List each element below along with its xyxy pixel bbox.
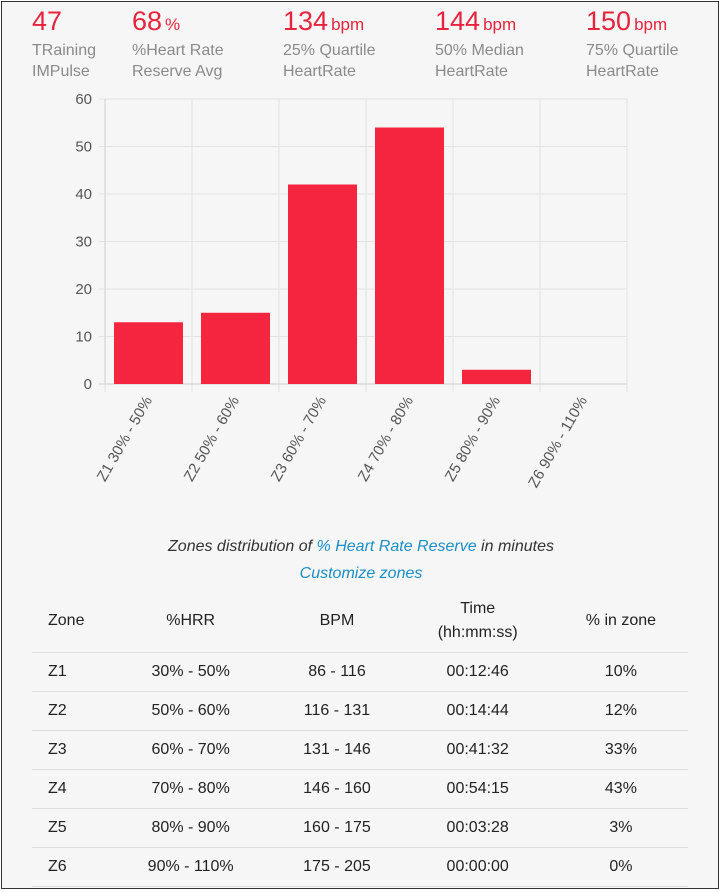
table-row: Z3 60% - 70% 131 - 146 00:41:32 33%: [32, 730, 688, 770]
stat-label: 50% Median: [435, 42, 524, 59]
cell-pct: 10%: [553, 652, 688, 692]
y-tick-label: 20: [75, 281, 92, 298]
cell-pct: 43%: [553, 769, 688, 809]
y-tick-label: 30: [75, 234, 92, 251]
stat-value: 134: [283, 6, 329, 36]
stat-value: 68: [132, 6, 163, 36]
bar: [114, 322, 183, 384]
table-row: Z2 50% - 60% 116 - 131 00:14:44 12%: [32, 691, 688, 731]
header-time-unit: (hh:mm:ss): [437, 624, 518, 641]
cell-time: 00:14:44: [401, 691, 554, 731]
stat-label: IMPulse: [32, 63, 90, 80]
cell-bpm: 86 - 116: [272, 652, 402, 692]
cell-hrr: 50% - 60%: [109, 691, 273, 731]
stat-unit: bpm: [331, 15, 365, 34]
caption-prefix: Zones distribution of: [168, 538, 317, 555]
cell-pct: 3%: [553, 808, 688, 848]
caption-suffix: in minutes: [476, 538, 554, 555]
bar: [288, 184, 357, 384]
y-tick-label: 40: [75, 186, 92, 203]
zones-table: Zone %HRR BPM Time (hh:mm:ss) % in zone Z…: [32, 590, 688, 887]
cell-zone: Z1: [32, 652, 109, 692]
cell-hrr: 80% - 90%: [109, 808, 273, 848]
table-row: Z4 70% - 80% 146 - 160 00:54:15 43%: [32, 769, 688, 809]
cell-time: 00:03:28: [401, 808, 554, 848]
cell-zone: Z2: [32, 691, 109, 731]
cell-bpm: 116 - 131: [272, 691, 402, 731]
y-tick-label: 10: [75, 329, 92, 346]
cell-bpm: 175 - 205: [272, 847, 402, 887]
cell-bpm: 131 - 146: [272, 730, 402, 770]
cell-hrr: 70% - 80%: [109, 769, 273, 809]
stat-label: 75% Quartile: [586, 42, 679, 59]
stat-label: %Heart Rate: [132, 42, 224, 59]
header-zone: Zone: [32, 590, 109, 653]
stat-label: Reserve Avg: [132, 63, 223, 80]
stat-hrr-avg: 68% %Heart Rate Reserve Avg: [132, 6, 224, 82]
stat-unit: bpm: [483, 15, 517, 34]
header-pct: % in zone: [553, 590, 688, 653]
cell-hrr: 30% - 50%: [109, 652, 273, 692]
cell-time: 00:41:32: [401, 730, 554, 770]
cell-pct: 33%: [553, 730, 688, 770]
cell-pct: 12%: [553, 691, 688, 731]
x-tick-label: Z5 80% - 90%: [442, 394, 504, 485]
cell-time: 00:54:15: [401, 769, 554, 809]
bar: [375, 127, 444, 384]
cell-hrr: 90% - 110%: [109, 847, 273, 887]
stat-unit: %: [165, 15, 181, 34]
y-tick-label: 0: [84, 376, 92, 393]
stat-label: TRaining: [32, 42, 97, 59]
cell-zone: Z3: [32, 730, 109, 770]
cell-zone: Z4: [32, 769, 109, 809]
cell-time: 00:12:46: [401, 652, 554, 692]
stat-label: HeartRate: [435, 63, 508, 80]
stat-training-impulse: 47 TRaining IMPulse: [32, 6, 96, 82]
cell-zone: Z5: [32, 808, 109, 848]
stat-label: HeartRate: [586, 63, 659, 80]
stat-25-quartile: 134 bpm 25% Quartile HeartRate: [283, 6, 376, 82]
y-tick-label: 50: [75, 139, 92, 156]
stat-label: HeartRate: [283, 63, 356, 80]
cell-bpm: 146 - 160: [272, 769, 402, 809]
stat-75-quartile: 150 bpm 75% Quartile HeartRate: [586, 6, 679, 82]
x-tick-label: Z4 70% - 80%: [355, 394, 417, 485]
cell-bpm: 160 - 175: [272, 808, 402, 848]
header-hrr: %HRR: [109, 590, 273, 653]
x-tick-label: Z3 60% - 70%: [268, 394, 330, 485]
hrr-link[interactable]: % Heart Rate Reserve: [316, 538, 477, 555]
customize-row: Customize zones: [2, 565, 720, 583]
customize-zones-link[interactable]: Customize zones: [299, 565, 423, 582]
x-tick-label: Z1 30% - 50%: [94, 394, 156, 485]
table-row: Z6 90% - 110% 175 - 205 00:00:00 0%: [32, 847, 688, 887]
cell-time: 00:00:00: [401, 847, 554, 887]
chart-caption: Zones distribution of % Heart Rate Reser…: [2, 538, 720, 556]
x-tick-label: Z2 50% - 60%: [181, 394, 243, 485]
x-tick-label: Z6 90% - 110%: [525, 394, 591, 491]
zones-bar-chart: 0 10 20 30 40 50 60 Z1 30% - 50% Z2 50% - 60% Z3 …: [75, 91, 628, 491]
stat-unit: bpm: [634, 15, 668, 34]
stat-50-median: 144 bpm 50% Median HeartRate: [435, 6, 524, 82]
bar: [201, 312, 270, 384]
header-time-label: Time: [460, 600, 496, 617]
cell-zone: Z6: [32, 847, 109, 887]
table-row: Z1 30% - 50% 86 - 116 00:12:46 10%: [32, 652, 688, 692]
stat-value: 144: [435, 6, 481, 36]
y-tick-label: 60: [75, 91, 92, 108]
stat-label: 25% Quartile: [283, 42, 376, 59]
cell-hrr: 60% - 70%: [109, 730, 273, 770]
header-bpm: BPM: [272, 590, 402, 653]
table-header-row: Zone %HRR BPM Time (hh:mm:ss) % in zone: [32, 590, 688, 653]
header-time: Time (hh:mm:ss): [401, 590, 554, 653]
stat-value: 150: [586, 6, 632, 36]
table-row: Z5 80% - 90% 160 - 175 00:03:28 3%: [32, 808, 688, 848]
bar: [462, 369, 531, 384]
stat-value: 47: [32, 6, 63, 36]
cell-pct: 0%: [553, 847, 688, 887]
